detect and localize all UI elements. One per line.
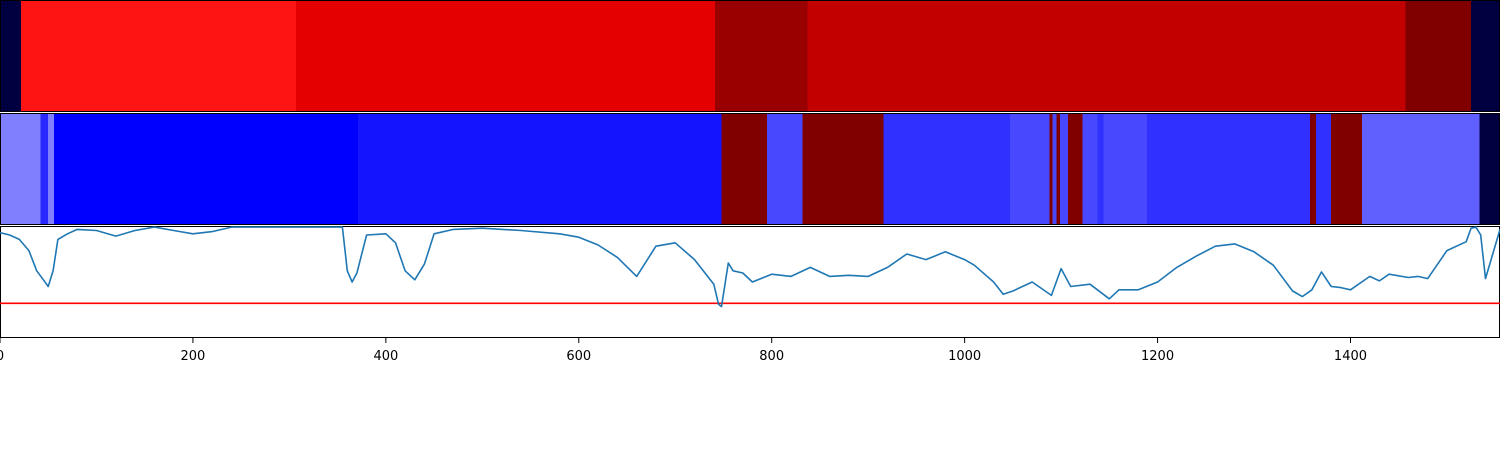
middle-heatmap-segment-5 (721, 113, 767, 225)
middle-heatmap-segment-9 (1009, 113, 1050, 225)
middle-heatmap-segment-2 (48, 113, 55, 225)
line-plot-panel (0, 226, 1500, 338)
top-heatmap-segment-1 (21, 0, 297, 112)
middle-heatmap-segment-11 (1052, 113, 1057, 225)
middle-heatmap-segment-18 (1146, 113, 1310, 225)
top-heatmap-segment-3 (714, 0, 808, 112)
x-tick-label-1000: 1000 (948, 349, 981, 364)
top-heatmap-segment-4 (807, 0, 1406, 112)
middle-heatmap-segment-6 (766, 113, 803, 225)
middle-heatmap-segment-22 (1362, 113, 1480, 225)
middle-heatmap-segment-12 (1056, 113, 1061, 225)
top-heatmap-segment-0 (0, 0, 22, 112)
series-line (0, 226, 1500, 308)
top-heatmap-segment-6 (1471, 0, 1500, 112)
middle-heatmap-segment-4 (357, 113, 722, 225)
x-tick-label-800: 800 (759, 349, 784, 364)
middle-heatmap-segment-7 (802, 113, 884, 225)
middle-heatmap-segment-8 (883, 113, 1010, 225)
middle-heatmap-segment-16 (1097, 113, 1104, 225)
middle-heatmap-segment-19 (1309, 113, 1316, 225)
middle-heatmap-segment-21 (1331, 113, 1363, 225)
middle-heatmap-segment-15 (1082, 113, 1098, 225)
middle-heatmap-segment-0 (0, 113, 41, 225)
middle-heatmap-segment-23 (1479, 113, 1500, 225)
top-heatmap-segment-5 (1405, 0, 1472, 112)
top-heatmap-segment-2 (296, 0, 715, 112)
line-plot-frame (0, 226, 1500, 338)
top-heatmap-panel (0, 0, 1500, 112)
middle-heatmap-segment-20 (1315, 113, 1332, 225)
middle-heatmap-segment-3 (54, 113, 358, 225)
x-tick-label-600: 600 (566, 349, 591, 364)
middle-heatmap-segment-13 (1060, 113, 1068, 225)
x-tick-label-1400: 1400 (1334, 349, 1367, 364)
middle-heatmap-segment-1 (40, 113, 49, 225)
x-tick-label-200: 200 (181, 349, 206, 364)
x-tick-label-1200: 1200 (1141, 349, 1174, 364)
middle-heatmap-segment-14 (1067, 113, 1083, 225)
x-axis: 0 200 400 600 800 1000 1200 1400 (0, 338, 1367, 364)
middle-heatmap-panel (0, 113, 1500, 225)
middle-heatmap-segment-17 (1103, 113, 1147, 225)
x-tick-label-0: 0 (0, 349, 4, 364)
x-tick-label-400: 400 (373, 349, 398, 364)
middle-heatmap-segment-10 (1049, 113, 1053, 225)
